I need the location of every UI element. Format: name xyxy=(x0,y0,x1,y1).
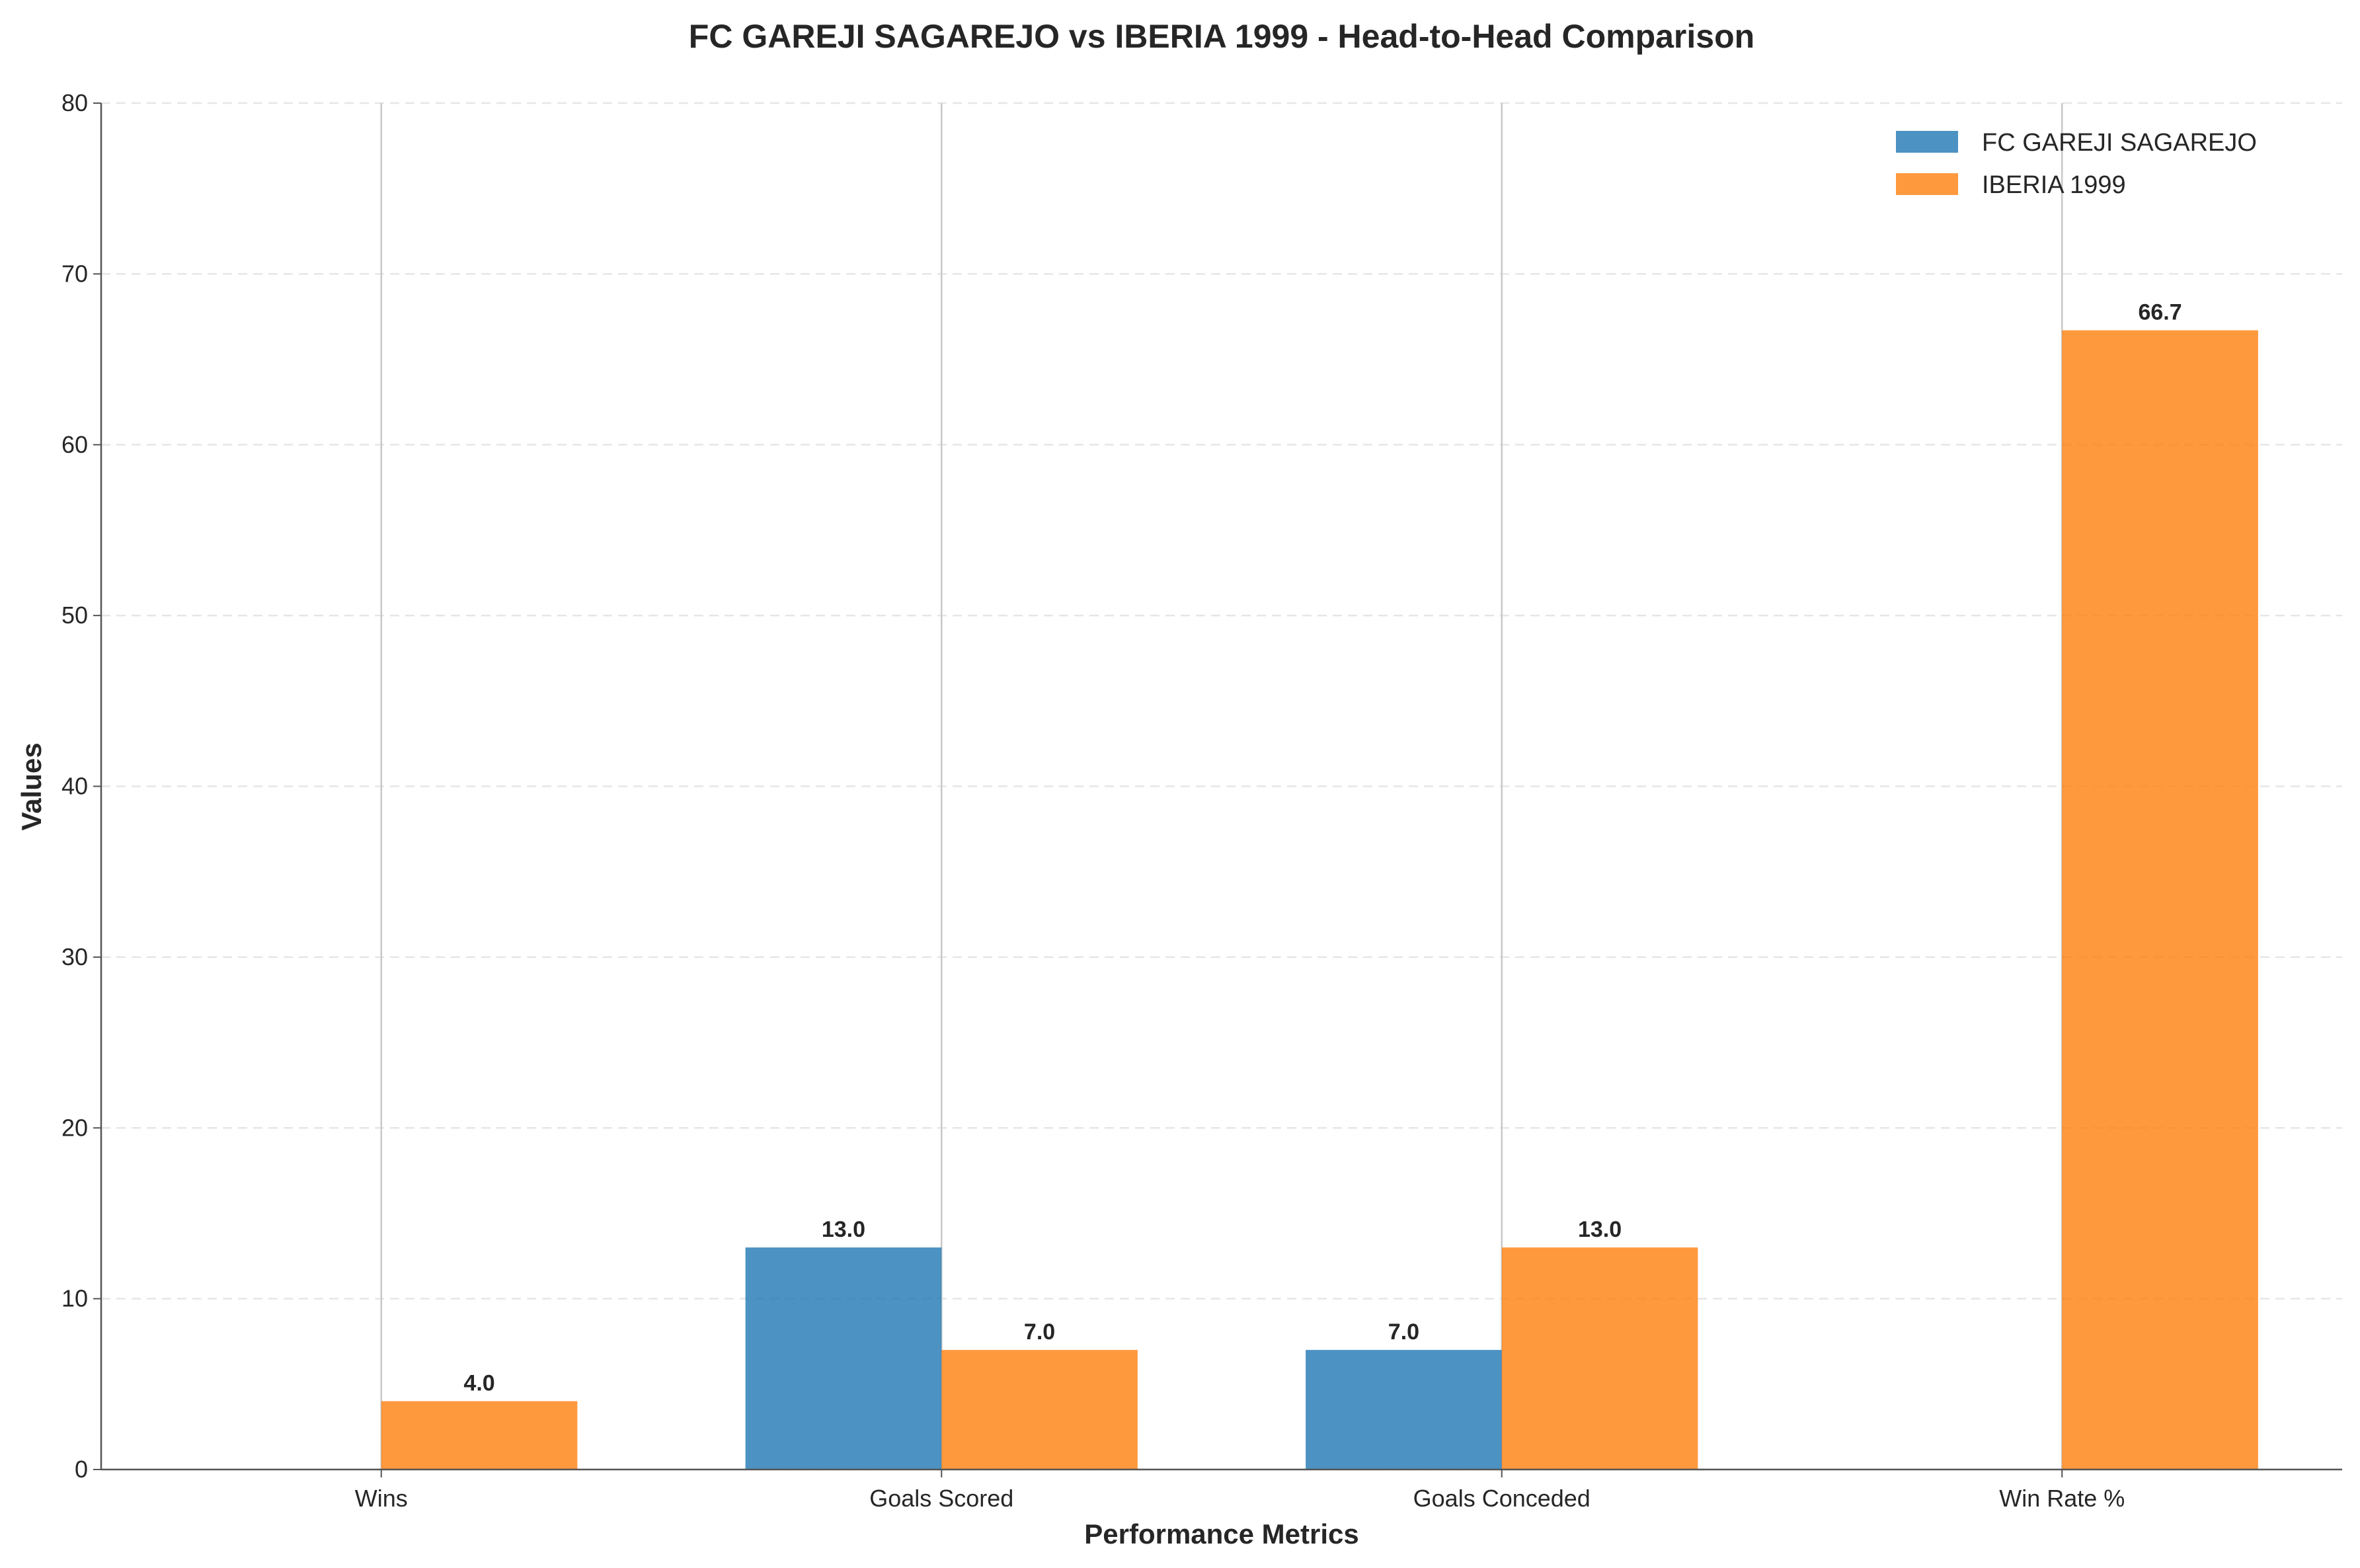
bar-value-label: 4.0 xyxy=(463,1371,494,1396)
bars-layer xyxy=(381,330,2258,1470)
x-tick-label: Goals Conceded xyxy=(1413,1485,1591,1512)
bar-value-label: 7.0 xyxy=(1388,1319,1419,1345)
legend-swatch xyxy=(1896,131,1958,153)
chart-title: FC GAREJI SAGAREJO vs IBERIA 1999 - Head… xyxy=(689,18,1754,55)
x-axis-label: Performance Metrics xyxy=(1084,1518,1359,1549)
bar-fc-gareji-sagarejo xyxy=(1306,1350,1502,1470)
bar-iberia-1999 xyxy=(381,1401,578,1470)
y-tick-label: 70 xyxy=(61,260,88,287)
bar-iberia-1999 xyxy=(1501,1247,1698,1470)
y-tick-label: 60 xyxy=(61,431,88,458)
legend-label: FC GAREJI SAGAREJO xyxy=(1982,129,2257,157)
legend: FC GAREJI SAGAREJO IBERIA 1999 xyxy=(1896,129,2257,199)
y-tick-label: 20 xyxy=(61,1114,88,1141)
y-tick-label: 80 xyxy=(61,89,88,116)
bar-value-label: 13.0 xyxy=(822,1217,865,1242)
legend-swatch xyxy=(1896,173,1958,195)
legend-label: IBERIA 1999 xyxy=(1982,171,2126,199)
ticks-layer: 0 10 20 30 40 50 60 70 80 Wins Goals Scored Goals C… xyxy=(61,89,2125,1512)
bar-value-label: 66.7 xyxy=(2138,300,2182,325)
y-axis-label: Values xyxy=(16,742,47,830)
bar-iberia-1999 xyxy=(941,1350,1138,1470)
bar-fc-gareji-sagarejo xyxy=(745,1247,942,1470)
y-tick-label: 30 xyxy=(61,943,88,970)
value-labels-layer: 13.0 7.0 4.0 7.0 13.0 66.7 xyxy=(463,300,2182,1396)
y-tick-label: 10 xyxy=(61,1285,88,1312)
y-tick-label: 50 xyxy=(61,602,88,629)
y-tick-label: 0 xyxy=(75,1456,88,1483)
y-tick-label: 40 xyxy=(61,773,88,800)
x-tick-label: Wins xyxy=(355,1485,408,1512)
x-tick-label: Win Rate % xyxy=(1999,1485,2125,1512)
bar-iberia-1999 xyxy=(2062,330,2258,1470)
bar-value-label: 7.0 xyxy=(1024,1319,1055,1345)
x-tick-label: Goals Scored xyxy=(869,1485,1013,1512)
bar-value-label: 13.0 xyxy=(1578,1217,1622,1242)
